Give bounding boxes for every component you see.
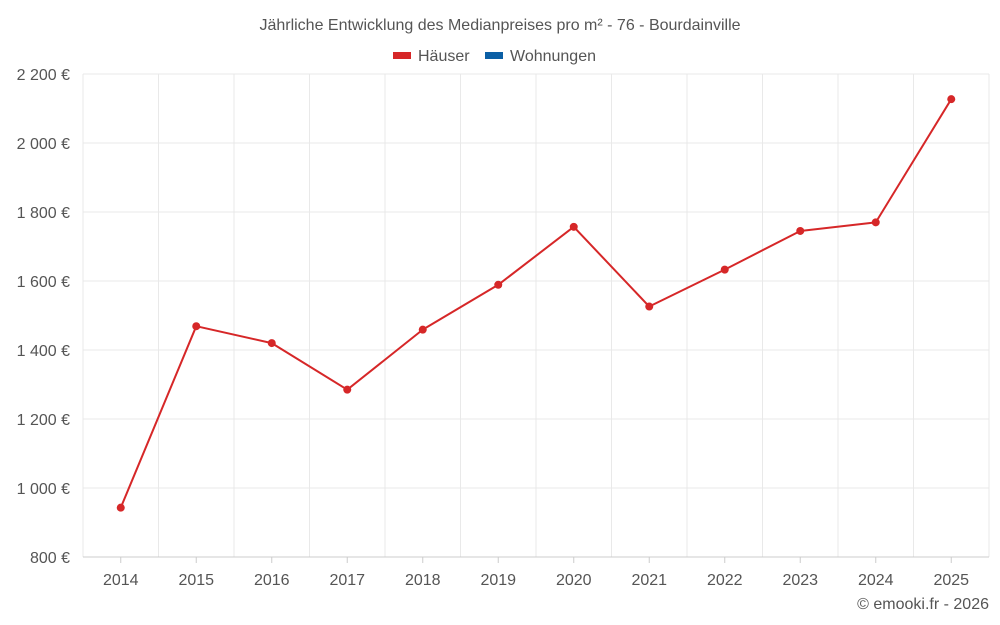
- y-axis-ticks: 800 € 1 000 € 1 200 € 1 400 € 1 600 € 1 800 €…: [17, 67, 70, 567]
- series-haeuser[interactable]: [116, 95, 956, 512]
- y-tick-label: 1 600 €: [17, 274, 70, 291]
- x-tick-label: 2017: [329, 572, 365, 589]
- legend-swatch-wohnungen[interactable]: [485, 52, 503, 59]
- data-point-haeuser-2014[interactable]: [116, 503, 125, 512]
- x-tick-label: 2023: [782, 572, 818, 589]
- data-point-haeuser-2021[interactable]: [645, 302, 654, 311]
- y-tick-label: 1 000 €: [17, 481, 70, 498]
- x-tick-label: 2018: [405, 572, 441, 589]
- x-tick-label: 2019: [480, 572, 516, 589]
- data-point-haeuser-2020[interactable]: [569, 222, 578, 231]
- x-tick-label: 2014: [103, 572, 139, 589]
- y-tick-label: 800 €: [30, 550, 70, 567]
- data-point-haeuser-2017[interactable]: [343, 385, 352, 394]
- x-axis-ticks: 2014 2015 2016 2017 2018 2019 2020 2021 2022 2023…: [103, 557, 969, 589]
- data-point-haeuser-2025[interactable]: [947, 95, 956, 104]
- data-point-haeuser-2015[interactable]: [192, 322, 201, 331]
- x-tick-label: 2021: [631, 572, 667, 589]
- credit[interactable]: © emooki.fr - 2026: [857, 596, 989, 613]
- x-tick-label: 2025: [933, 572, 969, 589]
- legend-label-haeuser[interactable]: Häuser: [418, 48, 470, 65]
- y-tick-label: 1 200 €: [17, 412, 70, 429]
- y-tick-label: 2 000 €: [17, 136, 70, 153]
- x-tick-label: 2022: [707, 572, 743, 589]
- y-tick-label: 2 200 €: [17, 67, 70, 84]
- legend-label-wohnungen[interactable]: Wohnungen: [510, 48, 596, 65]
- legend-swatch-haeuser[interactable]: [393, 52, 411, 59]
- data-point-haeuser-2022[interactable]: [720, 265, 729, 274]
- x-tick-label: 2015: [178, 572, 214, 589]
- chart-title: Jährliche Entwicklung des Medianpreises …: [259, 17, 740, 34]
- grid: [82, 73, 990, 558]
- y-tick-label: 1 400 €: [17, 343, 70, 360]
- x-tick-label: 2020: [556, 572, 592, 589]
- data-point-haeuser-2018[interactable]: [418, 325, 427, 334]
- data-point-haeuser-2019[interactable]: [494, 280, 503, 289]
- data-point-haeuser-2024[interactable]: [871, 218, 880, 227]
- data-point-haeuser-2023[interactable]: [796, 226, 805, 235]
- legend[interactable]: Häuser Wohnungen: [393, 48, 596, 65]
- series-line-haeuser[interactable]: [119, 98, 953, 509]
- data-point-haeuser-2016[interactable]: [267, 339, 276, 348]
- x-tick-label: 2016: [254, 572, 290, 589]
- y-tick-label: 1 800 €: [17, 205, 70, 222]
- x-tick-label: 2024: [858, 572, 894, 589]
